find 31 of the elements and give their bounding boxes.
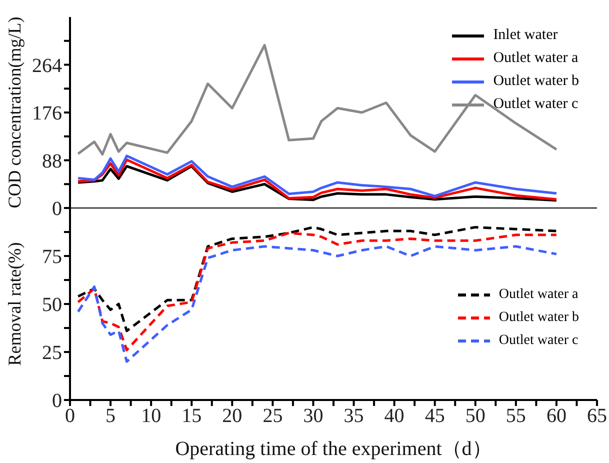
legend-label: Outlet water b xyxy=(498,309,579,327)
legend-label: Outlet water a xyxy=(498,286,578,304)
legend-label: Outlet water b xyxy=(493,72,579,91)
legend-label: Outlet water c xyxy=(493,95,578,114)
y-tick-label: 25 xyxy=(42,342,62,364)
x-tick-label: 40 xyxy=(384,405,404,428)
x-tick-label: 60 xyxy=(546,405,566,428)
y-tick-label: 50 xyxy=(42,294,62,316)
x-tick-label: 30 xyxy=(303,405,324,428)
legend-label: Outlet water a xyxy=(493,49,578,68)
y-tick-label: 0 xyxy=(52,198,62,220)
legend-label: Inlet water xyxy=(493,26,558,45)
y-tick-label: 176 xyxy=(32,102,62,125)
y-tick-label: 264 xyxy=(32,54,62,77)
y-tick-label: 75 xyxy=(42,246,62,268)
x-tick-label: 15 xyxy=(182,405,202,428)
x-tick-label: 65 xyxy=(587,405,607,428)
x-tick-label: 35 xyxy=(344,405,364,428)
x-tick-label: 45 xyxy=(424,405,445,428)
x-tick-label: 25 xyxy=(262,405,283,428)
y-axis-title: Removal rate(%) xyxy=(4,242,24,366)
y-axis-title: COD concentration(mg/L) xyxy=(4,16,24,208)
y-tick-label: 88 xyxy=(42,150,62,172)
y-tick-label: 0 xyxy=(52,390,62,412)
x-tick-label: 50 xyxy=(465,405,486,428)
x-tick-label: 55 xyxy=(506,405,526,428)
x-tick-label: 10 xyxy=(141,405,162,428)
x-axis-title: Operating time of the experiment（d） xyxy=(175,438,492,460)
x-tick-label: 5 xyxy=(106,405,116,428)
legend-label: Outlet water c xyxy=(498,332,578,350)
x-tick-label: 20 xyxy=(222,405,242,428)
